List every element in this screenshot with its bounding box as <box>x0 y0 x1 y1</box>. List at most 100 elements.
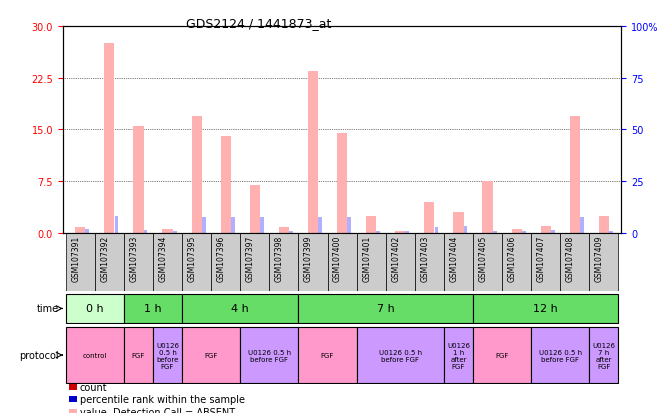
Bar <box>531 233 561 291</box>
Bar <box>75 228 85 233</box>
Bar <box>405 231 409 233</box>
Text: U0126 0.5 h
before FGF: U0126 0.5 h before FGF <box>248 349 291 362</box>
Text: value, Detection Call = ABSENT: value, Detection Call = ABSENT <box>80 407 235 413</box>
Bar <box>570 116 580 233</box>
Bar <box>531 328 590 383</box>
Bar <box>415 233 444 291</box>
Bar <box>95 233 124 291</box>
Text: GSM107409: GSM107409 <box>595 235 604 281</box>
Bar <box>153 233 182 291</box>
Text: protocol: protocol <box>19 350 58 360</box>
Bar <box>211 233 240 291</box>
Bar <box>240 233 269 291</box>
Bar <box>65 233 95 291</box>
Bar <box>376 231 380 233</box>
Text: GDS2124 / 1441873_at: GDS2124 / 1441873_at <box>186 17 331 29</box>
Bar <box>124 294 182 324</box>
Text: GSM107406: GSM107406 <box>508 235 517 281</box>
Text: FGF: FGF <box>132 352 145 358</box>
Bar <box>298 294 473 324</box>
Bar <box>298 328 357 383</box>
Text: GSM107407: GSM107407 <box>537 235 546 281</box>
Text: GSM107405: GSM107405 <box>479 235 488 281</box>
Bar <box>337 133 347 233</box>
Bar <box>590 328 619 383</box>
Text: GSM107391: GSM107391 <box>71 235 80 281</box>
Text: U0126
0.5 h
before
FGF: U0126 0.5 h before FGF <box>156 342 179 369</box>
Bar <box>104 44 114 233</box>
Text: GSM107402: GSM107402 <box>391 235 401 281</box>
Bar <box>347 218 351 233</box>
Bar <box>182 233 211 291</box>
Text: GSM107398: GSM107398 <box>275 235 284 281</box>
Bar <box>202 218 206 233</box>
Bar <box>492 231 496 233</box>
Text: GSM107399: GSM107399 <box>304 235 313 281</box>
Bar <box>366 216 376 233</box>
Bar <box>609 231 613 233</box>
Text: GSM107397: GSM107397 <box>246 235 254 281</box>
Bar <box>143 230 147 233</box>
Bar <box>124 233 153 291</box>
Bar <box>357 328 444 383</box>
Bar <box>386 233 415 291</box>
Bar <box>483 182 492 233</box>
Text: U0126
1 h
after
FGF: U0126 1 h after FGF <box>447 342 470 369</box>
Text: percentile rank within the sample: percentile rank within the sample <box>80 394 245 404</box>
Text: GSM107403: GSM107403 <box>420 235 430 281</box>
Text: GSM107394: GSM107394 <box>159 235 167 281</box>
Bar <box>250 185 260 233</box>
Bar <box>65 328 124 383</box>
Text: FGF: FGF <box>204 352 218 358</box>
Bar <box>289 231 293 233</box>
Text: GSM107404: GSM107404 <box>449 235 459 281</box>
Bar <box>444 328 473 383</box>
Bar <box>444 233 473 291</box>
Text: 12 h: 12 h <box>533 304 558 314</box>
Bar <box>318 218 322 233</box>
Text: U0126 0.5 h
before FGF: U0126 0.5 h before FGF <box>539 349 582 362</box>
Bar <box>182 294 298 324</box>
Text: GSM107393: GSM107393 <box>130 235 138 281</box>
Bar <box>240 328 298 383</box>
Bar <box>357 233 386 291</box>
Text: GSM107395: GSM107395 <box>188 235 196 281</box>
Bar <box>502 233 531 291</box>
Bar <box>512 230 522 233</box>
Bar <box>424 202 434 233</box>
Bar <box>114 217 118 233</box>
Bar <box>551 230 555 233</box>
Text: GSM107396: GSM107396 <box>217 235 225 281</box>
Bar <box>395 231 405 233</box>
Text: GSM107400: GSM107400 <box>333 235 342 281</box>
Text: time: time <box>36 304 58 314</box>
Bar <box>124 328 153 383</box>
Text: 4 h: 4 h <box>231 304 249 314</box>
Bar <box>85 229 89 233</box>
Bar <box>473 233 502 291</box>
Bar <box>599 216 609 233</box>
Bar <box>590 233 619 291</box>
Text: control: control <box>83 352 107 358</box>
Bar <box>163 230 173 233</box>
Text: count: count <box>80 382 108 392</box>
Bar <box>298 233 327 291</box>
Bar <box>65 294 124 324</box>
Bar <box>279 228 289 233</box>
Bar <box>308 71 318 233</box>
Bar <box>473 294 619 324</box>
Bar <box>463 226 467 233</box>
Bar <box>192 116 202 233</box>
Bar <box>327 233 357 291</box>
Bar <box>221 137 231 233</box>
Text: GSM107401: GSM107401 <box>362 235 371 281</box>
Text: U0126 0.5 h
before FGF: U0126 0.5 h before FGF <box>379 349 422 362</box>
Bar <box>260 218 264 233</box>
Text: FGF: FGF <box>495 352 509 358</box>
Bar <box>134 127 143 233</box>
Bar <box>473 328 531 383</box>
Bar <box>541 226 551 233</box>
Text: 7 h: 7 h <box>377 304 395 314</box>
Bar <box>522 231 525 233</box>
Text: U0126
7 h
after
FGF: U0126 7 h after FGF <box>592 342 615 369</box>
